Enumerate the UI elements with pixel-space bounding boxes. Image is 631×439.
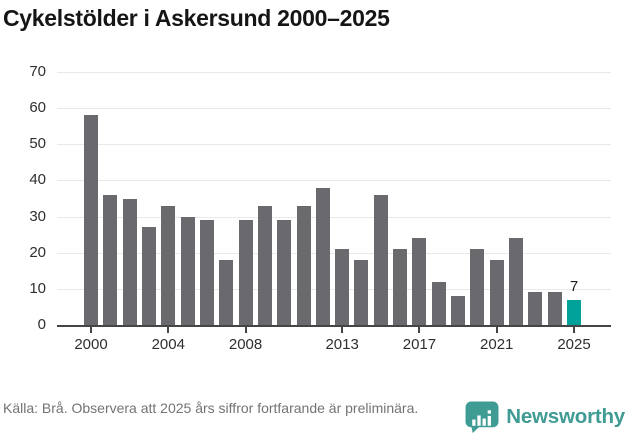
bar-2020 [470, 249, 485, 325]
y-tick-label: 20 [29, 243, 46, 261]
bar-2003 [141, 227, 156, 325]
bar-2002 [122, 198, 137, 325]
x-tick-2025 [573, 327, 575, 333]
gridline-20 [57, 252, 611, 254]
bar-2017 [412, 238, 427, 325]
bar-2013 [335, 249, 350, 325]
bar-chart-plot-area: 2000 2004 2008 2013 2017 2021 2025 7 [57, 72, 611, 353]
x-tick-label: 2021 [480, 336, 514, 353]
bar-2014 [354, 259, 369, 325]
x-tick-2013 [341, 327, 344, 333]
bar-value-label: 7 [569, 277, 579, 295]
y-axis: 0 10 20 30 40 50 60 70 [0, 63, 46, 333]
x-tick-2000 [90, 327, 92, 333]
newsworthy-logo: Newsworthy [465, 401, 625, 433]
x-tick-2008 [244, 327, 247, 333]
bar-2018 [431, 281, 446, 325]
bar-2021 [489, 259, 504, 325]
newsworthy-bubble-chart-icon [465, 401, 499, 433]
x-tick-label: 2025 [557, 336, 591, 353]
gridline-50 [57, 144, 611, 146]
bar-2004 [161, 205, 176, 325]
x-tick-2017 [418, 327, 421, 333]
bar-2025 [567, 299, 581, 325]
bar-2001 [103, 194, 118, 325]
source-note: Källa: Brå. Observera att 2025 års siffr… [3, 400, 419, 416]
bar-2012 [315, 187, 330, 325]
gridline-40 [57, 180, 611, 182]
gridline-60 [57, 108, 611, 110]
gridline-30 [57, 216, 611, 218]
y-tick-label: 70 [29, 63, 46, 80]
newsworthy-wordmark: Newsworthy [506, 405, 625, 428]
y-tick-label: 50 [29, 135, 46, 153]
bar-2019 [451, 296, 466, 325]
x-tick-2021 [495, 327, 498, 333]
x-tick-label: 2017 [402, 336, 437, 353]
bar-2007 [219, 259, 234, 325]
y-tick-label: 30 [29, 207, 46, 225]
bar-2010 [277, 220, 292, 325]
bar-2023 [528, 292, 543, 325]
bar-2016 [393, 249, 408, 325]
bar-2011 [296, 205, 311, 325]
bar-2008 [238, 220, 253, 325]
bar-2000 [84, 115, 98, 325]
chart-title: Cykelstölder i Askersund 2000–2025 [3, 5, 390, 31]
x-axis-line [57, 325, 611, 327]
bar-2009 [257, 205, 272, 325]
bar-2005 [180, 216, 195, 325]
bar-2015 [373, 194, 388, 325]
y-tick-label: 60 [29, 99, 46, 117]
gridline-10 [57, 288, 611, 290]
bar-2022 [509, 238, 524, 325]
x-tick-label: 2000 [74, 336, 108, 353]
x-tick-label: 2004 [151, 336, 185, 353]
bar-2024 [547, 292, 562, 325]
gridline-70 [57, 72, 611, 73]
bar-2006 [199, 220, 214, 325]
x-tick-label: 2008 [228, 336, 263, 353]
y-tick-label: 0 [37, 316, 46, 333]
x-tick-2004 [167, 327, 170, 333]
y-tick-label: 10 [29, 279, 46, 297]
x-tick-label: 2013 [325, 336, 359, 353]
y-tick-label: 40 [29, 171, 46, 189]
